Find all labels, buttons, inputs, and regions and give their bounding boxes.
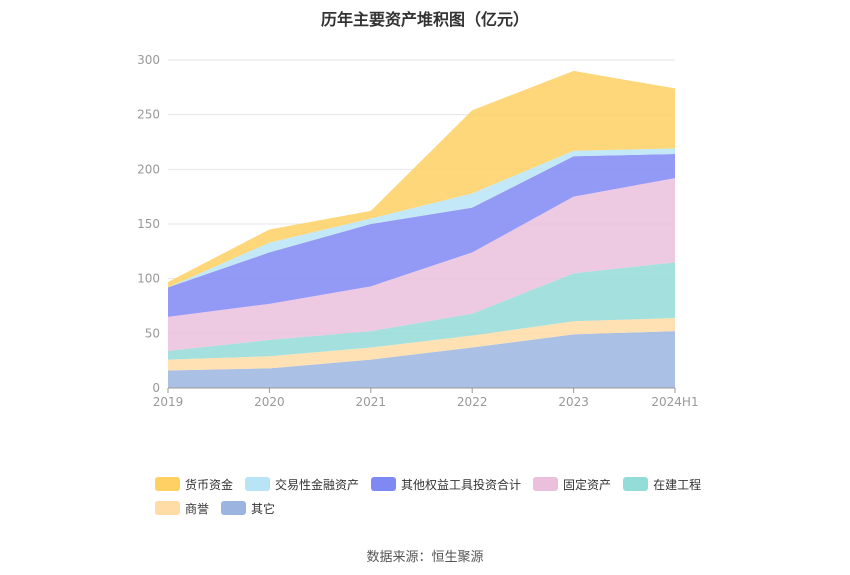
legend-swatch [155, 501, 180, 515]
y-tick-label: 300 [137, 53, 160, 67]
legend-item[interactable]: 其它 [221, 496, 275, 520]
legend-item[interactable]: 其他权益工具投资合计 [371, 472, 521, 496]
area-series [168, 70, 675, 388]
legend-item[interactable]: 交易性金融资产 [245, 472, 359, 496]
legend-swatch [623, 477, 649, 491]
y-tick-label: 150 [137, 217, 160, 231]
chart-title: 历年主要资产堆积图（亿元） [320, 10, 529, 29]
x-tick-label: 2023 [558, 395, 589, 409]
x-tick-label: 2024H1 [651, 395, 698, 409]
legend: 货币资金 交易性金融资产 其他权益工具投资合计 固定资产 在建工程商誉 其它 [155, 472, 715, 520]
legend-swatch [245, 477, 271, 491]
legend-swatch [533, 477, 559, 491]
legend-label: 固定资产 [563, 477, 612, 492]
y-axis-labels: 0 50 100 150 200 250 300 [137, 53, 160, 395]
x-axis-labels: 2019 2020 2021 2022 2023 2024H1 [153, 395, 699, 409]
legend-swatch [155, 477, 180, 491]
x-axis [167, 387, 676, 393]
y-tick-label: 100 [137, 272, 160, 286]
legend-swatch [371, 477, 397, 491]
area-series-6 [168, 70, 675, 288]
x-tick-label: 2021 [356, 395, 387, 409]
legend-label: 在建工程 [653, 477, 702, 492]
y-tick-label: 50 [145, 326, 160, 340]
x-tick-label: 2022 [457, 395, 488, 409]
legend-label: 货币资金 [185, 477, 234, 492]
legend-item[interactable]: 货币资金 [155, 472, 233, 496]
area-series-3 [168, 178, 675, 351]
area-series-4 [168, 154, 675, 317]
y-tick-label: 250 [137, 108, 160, 122]
legend-item[interactable]: 固定资产 [533, 472, 611, 496]
legend-label: 交易性金融资产 [275, 477, 360, 492]
x-tick-label: 2019 [153, 395, 184, 409]
legend-label: 商誉 [185, 501, 210, 516]
x-tick-label: 2020 [254, 395, 285, 409]
legend-item[interactable]: 在建工程 [623, 472, 701, 496]
legend-item[interactable]: 商誉 [155, 496, 209, 520]
y-tick-label: 200 [137, 162, 160, 176]
y-tick-label: 0 [152, 381, 160, 395]
data-source: 数据来源：恒生聚源 [366, 550, 484, 565]
area-series-0 [168, 331, 675, 388]
legend-swatch [221, 501, 247, 515]
area-series-1 [168, 318, 675, 371]
legend-label: 其它 [251, 501, 276, 516]
legend-label: 其他权益工具投资合计 [401, 477, 522, 492]
area-series-2 [168, 262, 675, 360]
